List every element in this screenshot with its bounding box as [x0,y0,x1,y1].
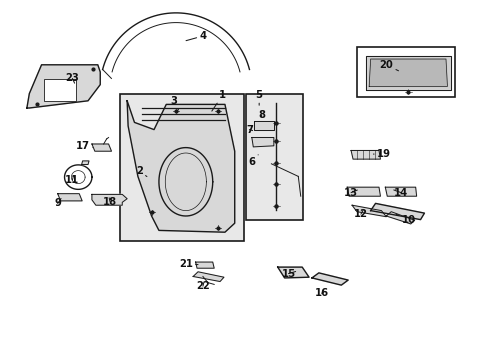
Polygon shape [370,203,424,220]
Polygon shape [92,194,127,205]
Text: 1: 1 [211,90,225,111]
Polygon shape [195,262,214,268]
Text: 8: 8 [258,110,264,120]
Text: 21: 21 [179,258,198,269]
Text: 6: 6 [248,155,258,167]
Polygon shape [365,56,450,90]
Text: 5: 5 [255,90,262,105]
Text: 4: 4 [185,31,206,41]
Text: 18: 18 [103,197,117,207]
Text: 13: 13 [344,188,357,198]
Text: 9: 9 [54,198,61,208]
Polygon shape [81,161,89,165]
Text: 7: 7 [245,125,252,135]
Text: 23: 23 [65,73,79,84]
Text: 16: 16 [314,288,328,298]
Polygon shape [385,187,416,196]
Text: 11: 11 [65,175,80,185]
Polygon shape [351,205,386,217]
Text: 17: 17 [76,141,93,151]
Bar [245,94,303,220]
Text: 22: 22 [196,281,209,291]
Polygon shape [251,138,273,147]
Text: 15: 15 [281,269,295,279]
Polygon shape [346,187,380,196]
Text: 20: 20 [379,60,398,71]
Polygon shape [350,150,380,159]
Polygon shape [193,272,224,282]
Polygon shape [27,65,100,108]
Polygon shape [254,121,273,130]
Text: 19: 19 [373,149,390,159]
Polygon shape [311,273,347,285]
Text: 3: 3 [170,96,178,110]
Bar [120,94,244,241]
Polygon shape [58,194,82,201]
Bar [44,79,76,101]
Text: 14: 14 [393,188,407,198]
Bar [356,47,454,97]
Text: 2: 2 [136,166,146,176]
Text: 10: 10 [395,214,414,225]
Text: 12: 12 [353,209,367,219]
Polygon shape [277,267,308,278]
Polygon shape [368,59,447,86]
Polygon shape [127,101,234,232]
Polygon shape [92,144,111,151]
Polygon shape [386,212,414,224]
